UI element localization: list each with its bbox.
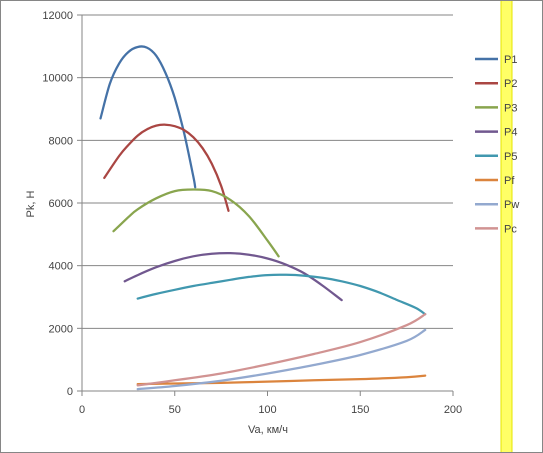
series-line-pf <box>136 374 427 386</box>
x-tick-label: 0 <box>79 404 85 416</box>
legend-label-p2: P2 <box>504 78 517 90</box>
series-line-p4 <box>123 251 343 302</box>
series-line-p5 <box>136 273 427 316</box>
series-line-p3 <box>112 188 280 258</box>
tick-labels: 0 2000 4000 6000 8000 10000 12000 0 50 100 150 200 <box>42 10 462 416</box>
y-tick-label: 6000 <box>49 198 73 210</box>
axes <box>77 14 454 396</box>
series-line-pw <box>136 328 427 391</box>
y-tick-label: 12000 <box>42 10 73 22</box>
y-tick-label: 10000 <box>42 73 73 85</box>
highlight-strip <box>501 1 512 452</box>
y-tick-label: 0 <box>67 386 73 398</box>
x-axis-title: Va, км/ч <box>248 424 288 436</box>
legend-label-p4: P4 <box>504 127 517 139</box>
y-axis-title: Pk, Н <box>25 191 37 218</box>
legend-label-pf: Pf <box>504 175 515 187</box>
legend-label-p3: P3 <box>504 102 517 114</box>
x-tick-label: 200 <box>444 404 462 416</box>
x-tick-label: 50 <box>169 404 181 416</box>
legend-label-p5: P5 <box>504 151 517 163</box>
x-tick-label: 100 <box>258 404 276 416</box>
legend-label-p1: P1 <box>504 54 517 66</box>
legend: P1 P2 P3 P4 P5 Pf Pw Pc <box>475 54 519 235</box>
series-line-p2 <box>103 123 230 212</box>
x-tick-label: 150 <box>351 404 369 416</box>
series-line-pc <box>136 313 427 387</box>
grid-lines <box>82 14 453 329</box>
y-tick-label: 8000 <box>49 135 73 147</box>
y-tick-label: 2000 <box>49 323 73 335</box>
series-line-p1 <box>99 45 197 189</box>
series-lines <box>99 45 427 391</box>
legend-label-pw: Pw <box>504 199 519 211</box>
y-tick-label: 4000 <box>49 261 73 273</box>
legend-label-pc: Pc <box>504 223 517 235</box>
